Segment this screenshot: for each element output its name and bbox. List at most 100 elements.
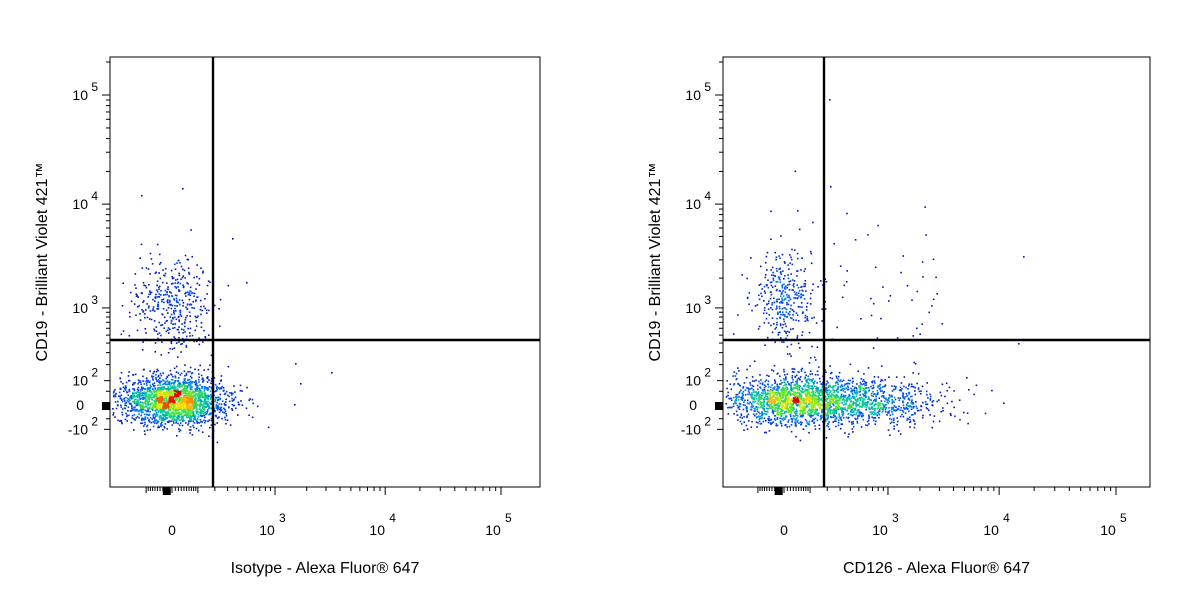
event-dot [213, 407, 216, 410]
event-dot [870, 406, 873, 408]
event-dot [758, 418, 761, 421]
event-dot [774, 379, 776, 381]
event-dot [173, 422, 175, 424]
event-dot [758, 298, 761, 301]
event-dot [737, 382, 740, 385]
event-dot [160, 415, 162, 417]
event-dot [901, 409, 904, 412]
event-dot [138, 396, 141, 398]
event-dot [160, 410, 163, 412]
event-dot [837, 383, 839, 386]
event-dot [154, 401, 156, 403]
event-dot [174, 419, 176, 422]
event-dot [170, 340, 173, 343]
event-dot [157, 303, 159, 306]
event-dot [973, 393, 975, 396]
event-dot [166, 301, 169, 304]
event-dot [203, 414, 206, 417]
event-dot [179, 405, 182, 408]
event-dot [975, 384, 978, 387]
event-dot [794, 170, 797, 173]
event-dot [750, 393, 752, 396]
event-dot [770, 405, 773, 408]
event-dot [164, 402, 167, 404]
event-dot [190, 388, 193, 390]
event-dot [183, 405, 185, 407]
event-dot [126, 420, 128, 422]
event-dot [796, 412, 798, 415]
event-dot [844, 396, 846, 398]
event-dot [218, 382, 221, 385]
event-dot [196, 388, 198, 390]
event-dot [875, 400, 877, 403]
event-dot [762, 312, 765, 315]
event-dot [800, 391, 803, 394]
event-dot [187, 409, 189, 411]
event-dot [759, 417, 761, 420]
event-dot [158, 387, 161, 389]
event-dot [142, 418, 144, 421]
event-dot [749, 393, 751, 396]
event-dot [888, 397, 890, 399]
event-dot [156, 408, 158, 410]
event-dot [196, 406, 198, 409]
event-dot [839, 379, 842, 381]
event-dot [233, 385, 235, 387]
event-dot [847, 436, 849, 438]
event-dot [797, 292, 800, 295]
event-dot [168, 374, 170, 377]
event-dot [780, 413, 782, 416]
event-dot [166, 300, 169, 302]
event-dot [914, 363, 917, 365]
event-dot [743, 401, 745, 403]
event-dot [143, 419, 145, 421]
event-dot [200, 313, 202, 316]
event-dot [834, 409, 836, 411]
event-dot [876, 403, 878, 405]
event-dot [841, 388, 843, 391]
event-dot [774, 408, 777, 410]
event-dot [764, 292, 766, 294]
event-dot [851, 382, 854, 384]
event-dot [134, 409, 137, 411]
event-dot [800, 423, 802, 426]
event-dot [215, 404, 218, 406]
event-dot [751, 406, 754, 409]
event-dot [899, 433, 902, 435]
event-dot [788, 383, 790, 386]
event-dot [190, 292, 193, 294]
event-dot [875, 395, 877, 398]
event-dot [861, 383, 863, 386]
event-dot [840, 419, 843, 422]
event-dot [759, 415, 762, 418]
event-dot [888, 407, 890, 409]
event-dot [747, 399, 749, 402]
event-dot [803, 285, 805, 288]
event-dot [231, 408, 233, 410]
event-dot [204, 400, 206, 403]
event-dot [145, 380, 147, 383]
event-dot [791, 263, 794, 266]
event-dot [798, 295, 800, 297]
event-dot [183, 389, 185, 392]
event-dot [750, 426, 753, 428]
event-dot [920, 392, 922, 395]
event-dot [816, 398, 819, 401]
event-dot [162, 429, 164, 431]
event-dot [777, 390, 779, 393]
event-dot [845, 387, 848, 389]
event-dot [141, 402, 143, 404]
event-dot [220, 406, 223, 409]
event-dot [156, 392, 159, 395]
event-dot [152, 298, 154, 301]
event-dot [232, 400, 234, 402]
event-dot [871, 408, 873, 410]
event-dot [189, 392, 191, 394]
event-dot [197, 387, 199, 390]
event-dot [162, 414, 164, 416]
event-dot [795, 374, 798, 377]
event-dot [782, 396, 784, 399]
event-dot [759, 412, 761, 415]
event-dot [790, 389, 793, 392]
event-dot [138, 394, 140, 397]
